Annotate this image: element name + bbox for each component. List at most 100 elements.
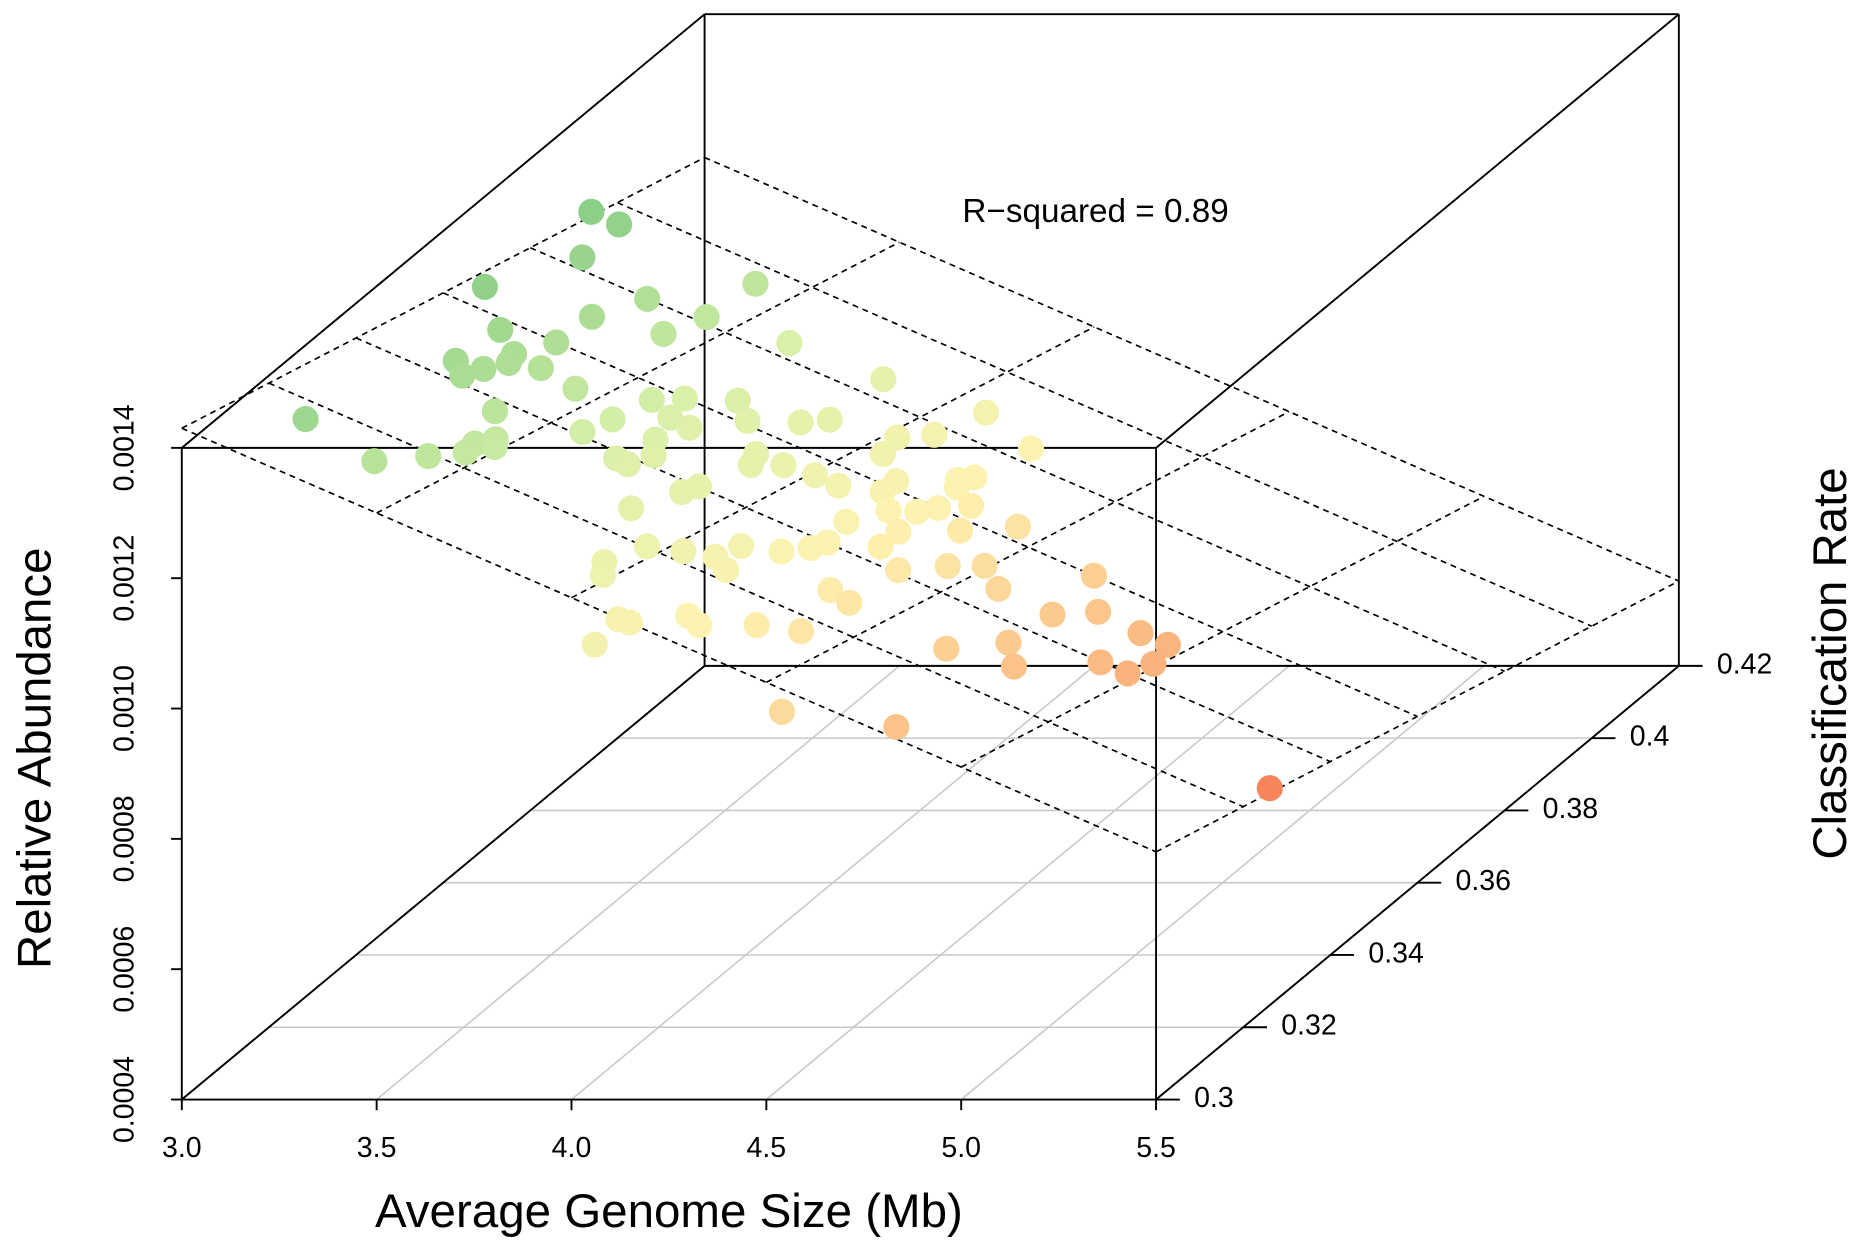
z-tick-label: 0.0014: [108, 404, 140, 491]
point: [670, 538, 697, 565]
point: [1085, 598, 1112, 625]
point: [616, 609, 644, 636]
point: [605, 211, 633, 238]
y-tick-label: 0.4: [1630, 721, 1670, 753]
grid-line: [960, 665, 1485, 1101]
point: [743, 612, 770, 639]
point: [578, 303, 606, 330]
point: [742, 270, 769, 297]
point: [869, 440, 896, 468]
point: [713, 556, 740, 584]
plane-line: [617, 201, 1593, 627]
point: [487, 316, 514, 343]
point: [787, 409, 814, 436]
point: [668, 479, 696, 506]
plane-line: [376, 241, 900, 514]
point: [883, 468, 910, 495]
point: [934, 553, 961, 580]
box-frame: [180, 13, 1680, 1101]
y-tick-label: 0.34: [1368, 938, 1423, 970]
y-tick-label: 0.42: [1717, 648, 1772, 680]
points: [292, 198, 1283, 802]
point: [1080, 562, 1108, 589]
point: [481, 398, 509, 425]
point: [724, 387, 751, 414]
point: [650, 320, 677, 347]
point: [1000, 653, 1028, 680]
point: [1017, 435, 1045, 462]
point: [768, 538, 795, 565]
fit-plane: [181, 156, 1680, 853]
y-axis-title: Classification Rate: [1804, 467, 1857, 859]
point: [836, 589, 863, 616]
point: [671, 385, 698, 412]
point: [676, 414, 703, 441]
point: [1087, 649, 1114, 676]
point: [527, 355, 554, 382]
point: [1256, 775, 1283, 802]
box-edge: [1155, 13, 1680, 449]
point: [693, 304, 720, 331]
point: [1004, 513, 1031, 540]
point: [1114, 660, 1141, 687]
point: [581, 631, 608, 658]
point: [589, 561, 616, 589]
point: [1039, 601, 1066, 628]
point: [867, 533, 894, 560]
point: [569, 244, 596, 271]
plane-line: [181, 156, 705, 429]
point: [728, 532, 755, 560]
point: [825, 472, 852, 499]
plane-line: [571, 326, 1095, 599]
point: [933, 635, 960, 662]
point: [971, 552, 998, 579]
point: [883, 713, 910, 741]
point: [640, 442, 667, 469]
point: [634, 285, 661, 312]
z-tick-label: 0.0010: [108, 665, 140, 752]
point: [921, 421, 948, 448]
z-axis-title: Relative Abundance: [9, 548, 62, 969]
point: [543, 329, 570, 356]
x-tick-label: 3.5: [357, 1132, 397, 1164]
point: [1127, 620, 1154, 647]
point: [801, 462, 829, 489]
point: [985, 575, 1012, 602]
point: [904, 498, 931, 525]
point: [972, 399, 1000, 426]
point: [787, 618, 815, 645]
point: [925, 494, 952, 522]
x-axis-title: Average Genome Size (Mb): [375, 1185, 963, 1238]
plane-line: [529, 246, 1505, 673]
point: [292, 406, 319, 433]
point: [943, 474, 970, 501]
x-tick-label: 5.5: [1136, 1132, 1176, 1164]
point: [481, 434, 508, 461]
point: [633, 533, 661, 560]
point: [578, 198, 605, 225]
point: [1140, 650, 1167, 677]
z-tick-label: 0.0006: [108, 926, 140, 1013]
point: [770, 452, 797, 479]
point: [947, 517, 974, 544]
box-edge: [181, 13, 706, 449]
point: [599, 406, 626, 433]
y-tick-label: 0.32: [1281, 1010, 1336, 1042]
point: [833, 508, 860, 535]
point: [449, 362, 476, 389]
point: [885, 557, 912, 584]
point: [686, 612, 713, 639]
point: [768, 698, 796, 725]
annotation: R−squared = 0.89: [962, 193, 1228, 230]
z-tick-label: 0.0004: [108, 1056, 140, 1143]
point: [495, 349, 522, 377]
point: [618, 495, 645, 522]
point: [638, 386, 665, 413]
point: [816, 406, 843, 433]
y-tick-label: 0.3: [1194, 1082, 1234, 1114]
z-tick-label: 0.0008: [108, 795, 140, 882]
grid-line: [571, 665, 1095, 1101]
floor-grid: [181, 665, 1680, 1101]
